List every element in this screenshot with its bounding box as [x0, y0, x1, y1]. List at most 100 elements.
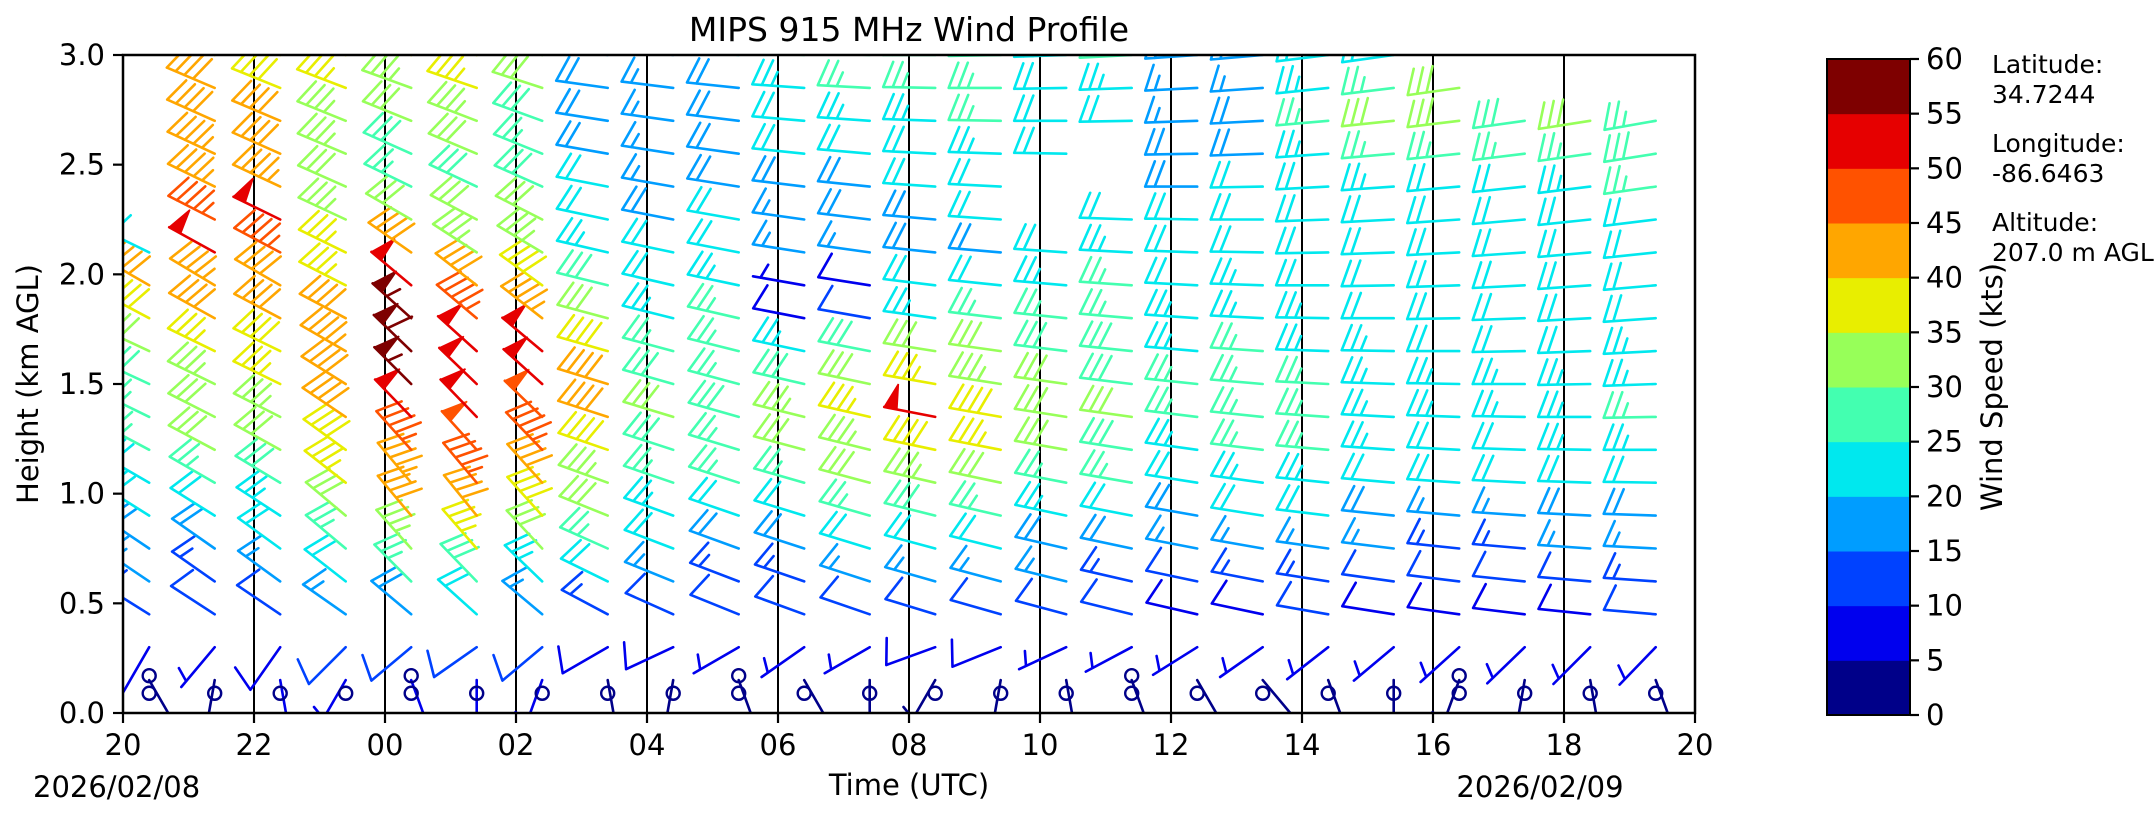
- wind-barb: [1144, 482, 1199, 517]
- wind-barb: [1209, 160, 1264, 189]
- wind-barb: [1274, 194, 1330, 223]
- wind-barb: [233, 208, 282, 254]
- wind-barb: [1084, 645, 1133, 673]
- x-tick-label: 06: [760, 728, 797, 762]
- wind-barb: [1471, 389, 1526, 419]
- wind-barb: [1144, 63, 1199, 92]
- wind-barb: [882, 221, 937, 254]
- wind-barb: [1144, 256, 1199, 287]
- wind-barb: [685, 89, 740, 123]
- wind-barb: [123, 210, 151, 254]
- wind-barb: [1340, 65, 1395, 96]
- y-tick-label: 2.5: [59, 148, 105, 182]
- wind-barb: [492, 645, 544, 682]
- wind-barb-column: [685, 55, 753, 713]
- wind-barb: [883, 415, 937, 452]
- wind-barb: [362, 112, 413, 155]
- wind-barb: [1405, 356, 1461, 386]
- wind-barb: [296, 144, 347, 188]
- wind-barb: [818, 543, 871, 583]
- wind-barb: [123, 645, 151, 694]
- wind-barb: [167, 373, 216, 419]
- wind-barb: [234, 437, 282, 484]
- wind-barb: [1078, 255, 1133, 287]
- wind-barb: [499, 270, 549, 320]
- wind-barb: [1471, 195, 1526, 226]
- colorbar-tick-label: 0: [1926, 698, 1944, 732]
- wind-barb: [170, 502, 216, 550]
- wind-barb: [1145, 578, 1199, 616]
- wind-barb-column: [554, 55, 616, 713]
- wind-barb-column: [1078, 55, 1146, 713]
- wind-barb: [167, 406, 216, 452]
- colorbar-segment: [1827, 277, 1910, 333]
- wind-barb: [686, 186, 740, 221]
- wind-barb: [560, 570, 609, 616]
- barb-flag: [372, 302, 399, 326]
- x-tick-label: 18: [1546, 728, 1583, 762]
- wind-barb: [753, 477, 806, 517]
- wind-barb: [621, 346, 675, 386]
- wind-barb: [1406, 421, 1461, 452]
- wind-barb: [884, 576, 937, 616]
- y-tick-label: 3.0: [59, 38, 105, 72]
- wind-barb: [1537, 132, 1592, 163]
- wind-barb: [816, 220, 871, 254]
- wind-barb: [1471, 228, 1526, 258]
- wind-barb: [123, 406, 151, 452]
- wind-barb: [883, 511, 937, 550]
- wind-barb-column: [947, 55, 1009, 713]
- colorbar-tick-label: 60: [1926, 42, 1963, 76]
- wind-barb: [1340, 291, 1395, 320]
- wind-barb: [1079, 513, 1133, 550]
- wind-barb: [1275, 387, 1330, 419]
- wind-barb: [1013, 255, 1068, 287]
- wind-barb: [881, 60, 937, 90]
- wind-barb: [1602, 197, 1657, 228]
- wind-barb: [688, 509, 740, 550]
- wind-barb-column: [1536, 98, 1598, 713]
- wind-barb: [1209, 225, 1264, 254]
- y-axis: 0.0 0.5 1.0 1.5 2.0 2.5 3.0: [59, 38, 123, 730]
- wind-barb: [498, 238, 548, 287]
- wind-barb: [1340, 420, 1395, 452]
- wind-barb: [370, 566, 413, 616]
- wind-barb: [235, 470, 282, 517]
- wind-barb-column: [1602, 100, 1670, 713]
- calm-wind-circle: [206, 685, 223, 701]
- wind-barb: [558, 475, 609, 517]
- wind-barb: [1144, 321, 1199, 353]
- calm-wind-circle: [600, 685, 616, 701]
- wind-barb: [370, 250, 413, 287]
- wind-barb: [1144, 514, 1199, 550]
- wind-barb: [1012, 126, 1068, 155]
- wind-barb: [555, 249, 609, 287]
- colorbar-segment: [1827, 223, 1910, 279]
- wind-barb: [882, 157, 937, 188]
- colorbar-segment: [1827, 496, 1910, 552]
- wind-barb: [686, 250, 740, 287]
- wind-barb: [816, 123, 871, 155]
- wind-barb: [506, 465, 553, 517]
- wind-barb: [881, 92, 937, 123]
- wind-barb: [883, 447, 937, 484]
- wind-barb: [1144, 385, 1199, 419]
- barb-flag: [373, 335, 400, 358]
- x-tick-label: 00: [367, 728, 404, 762]
- wind-barb: [1209, 353, 1264, 386]
- wind-barb: [1014, 480, 1068, 517]
- wind-barb: [1013, 448, 1068, 484]
- wind-barb: [752, 348, 806, 386]
- wind-barb: [1143, 127, 1199, 156]
- wind-barb: [947, 254, 1002, 287]
- wind-barb-column: [1209, 55, 1293, 713]
- wind-barb: [1517, 678, 1526, 713]
- wind-barb: [361, 55, 413, 90]
- wind-barb: [1471, 518, 1526, 550]
- wind-barb: [692, 645, 740, 675]
- y-axis-label: Height (km AGL): [11, 264, 45, 504]
- wind-barb: [298, 242, 347, 287]
- wind-barb: [435, 270, 484, 320]
- wind-barb: [232, 341, 282, 386]
- wind-barb: [1210, 579, 1264, 616]
